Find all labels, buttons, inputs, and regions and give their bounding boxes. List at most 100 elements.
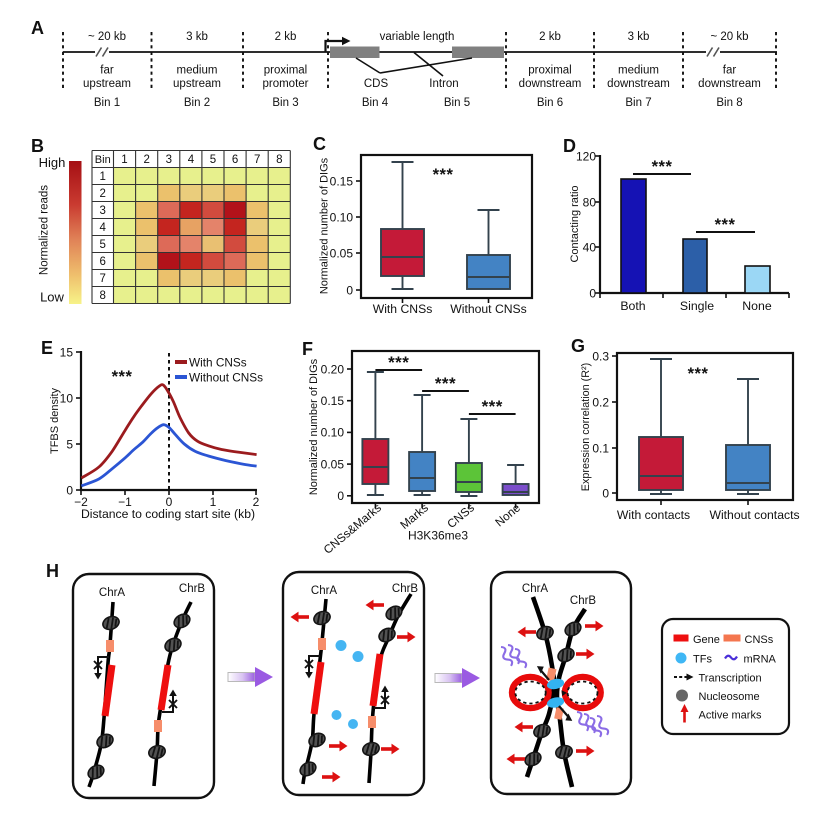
svg-text:6: 6 [232, 154, 238, 166]
svg-text:C: C [313, 134, 326, 154]
svg-text:E: E [41, 338, 53, 358]
svg-text:Bin 3: Bin 3 [272, 97, 298, 109]
svg-text:Normalized number of DIGs: Normalized number of DIGs [319, 157, 331, 294]
svg-text:ChrA: ChrA [522, 583, 549, 595]
svg-text:10: 10 [60, 391, 74, 405]
svg-text:Active marks: Active marks [699, 710, 762, 722]
svg-text:2: 2 [100, 188, 106, 200]
svg-text:3: 3 [100, 205, 106, 217]
svg-text:Without CNSs: Without CNSs [450, 302, 527, 316]
svg-text:0: 0 [166, 495, 173, 509]
svg-text:7: 7 [100, 273, 106, 285]
svg-text:Normalized number of DIGs: Normalized number of DIGs [308, 358, 320, 495]
svg-text:0: 0 [602, 486, 609, 500]
svg-text:0: 0 [346, 283, 353, 297]
svg-text:Transcription: Transcription [699, 673, 762, 685]
svg-text:80: 80 [583, 195, 597, 209]
svg-text:6: 6 [100, 256, 106, 268]
svg-text:Without contacts: Without contacts [709, 508, 799, 522]
svg-text:A: A [31, 18, 44, 38]
svg-text:Contacting ratio: Contacting ratio [569, 185, 581, 262]
svg-text:7: 7 [254, 154, 260, 166]
svg-text:Low: Low [40, 290, 64, 305]
svg-text:downstream: downstream [519, 78, 582, 90]
svg-text:120: 120 [576, 149, 596, 163]
svg-text:~ 20 kb: ~ 20 kb [710, 31, 748, 43]
svg-text:0.15: 0.15 [330, 174, 354, 188]
svg-text:H: H [46, 561, 59, 581]
svg-text:ChrA: ChrA [311, 585, 338, 597]
svg-text:0: 0 [589, 286, 596, 300]
svg-text:3: 3 [166, 154, 172, 166]
svg-text:0.2: 0.2 [592, 395, 609, 409]
svg-text:40: 40 [583, 240, 597, 254]
svg-text:Nucleosome: Nucleosome [699, 691, 760, 703]
svg-text:***: *** [482, 397, 503, 416]
svg-text:3 kb: 3 kb [186, 31, 208, 43]
svg-text:Gene: Gene [693, 634, 720, 646]
svg-text:0.10: 0.10 [330, 210, 354, 224]
svg-text:1: 1 [121, 154, 127, 166]
svg-text:upstream: upstream [83, 78, 131, 90]
svg-text:3 kb: 3 kb [628, 31, 650, 43]
svg-text:0: 0 [66, 483, 73, 497]
svg-text:H3K36me3: H3K36me3 [408, 529, 468, 543]
svg-text:Both: Both [620, 299, 645, 313]
svg-text:Without CNSs: Without CNSs [189, 371, 263, 385]
svg-text:With CNSs: With CNSs [189, 356, 247, 370]
svg-text:8: 8 [276, 154, 282, 166]
svg-text:CDS: CDS [364, 78, 389, 90]
svg-text:promoter: promoter [262, 78, 308, 90]
svg-text:Bin 2: Bin 2 [184, 97, 210, 109]
svg-text:0.10: 0.10 [321, 426, 345, 440]
svg-text:downstream: downstream [607, 78, 670, 90]
svg-text:TFs: TFs [693, 654, 712, 666]
svg-text:***: *** [433, 166, 454, 184]
svg-text:***: *** [388, 353, 409, 372]
svg-text:Bin 7: Bin 7 [625, 97, 651, 109]
svg-text:Single: Single [680, 299, 714, 313]
svg-text:~ 20 kb: ~ 20 kb [88, 31, 126, 43]
svg-text:2: 2 [143, 154, 149, 166]
svg-text:High: High [39, 155, 66, 170]
svg-text:5: 5 [210, 154, 216, 166]
svg-text:1: 1 [100, 171, 106, 183]
svg-text:Normalized reads: Normalized reads [39, 185, 51, 275]
svg-text:Expression correlation (R²): Expression correlation (R²) [580, 363, 592, 491]
svg-text:proximal: proximal [264, 65, 307, 77]
svg-text:5: 5 [66, 437, 73, 451]
svg-text:2: 2 [253, 495, 260, 509]
svg-text:***: *** [688, 365, 709, 383]
svg-text:Bin 4: Bin 4 [362, 97, 389, 109]
svg-text:Bin 6: Bin 6 [537, 97, 563, 109]
svg-text:***: *** [435, 374, 456, 393]
svg-text:Bin: Bin [95, 154, 111, 166]
svg-text:4: 4 [100, 222, 107, 234]
svg-text:Intron: Intron [429, 78, 458, 90]
svg-text:1: 1 [210, 495, 217, 509]
svg-text:proximal: proximal [528, 65, 571, 77]
svg-text:15: 15 [60, 345, 74, 359]
svg-text:TFBS density: TFBS density [49, 387, 61, 454]
svg-text:0.15: 0.15 [321, 394, 345, 408]
svg-text:Distance to coding start site: Distance to coding start site (kb) [81, 507, 255, 521]
svg-text:None: None [742, 299, 772, 313]
svg-text:upstream: upstream [173, 78, 221, 90]
svg-text:medium: medium [177, 65, 218, 77]
svg-text:−2: −2 [74, 495, 88, 509]
svg-text:4: 4 [188, 154, 195, 166]
svg-text:F: F [302, 339, 313, 359]
svg-text:D: D [563, 136, 576, 156]
svg-text:medium: medium [618, 65, 659, 77]
svg-text:8: 8 [100, 290, 106, 302]
svg-text:Bin 5: Bin 5 [444, 97, 470, 109]
svg-text:ChrB: ChrB [392, 583, 419, 595]
svg-text:With contacts: With contacts [617, 508, 690, 522]
svg-text:variable length: variable length [380, 31, 455, 43]
svg-text:far: far [100, 65, 114, 77]
svg-text:0.3: 0.3 [592, 349, 609, 363]
svg-text:downstream: downstream [698, 78, 761, 90]
svg-text:ChrB: ChrB [179, 583, 206, 595]
svg-text:5: 5 [100, 239, 106, 251]
svg-text:Bin 8: Bin 8 [716, 97, 742, 109]
